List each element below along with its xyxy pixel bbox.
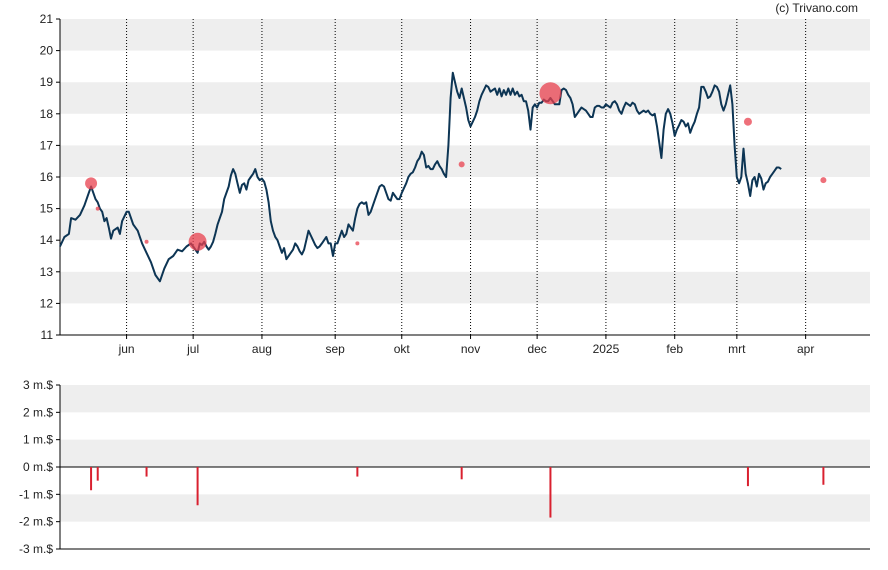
volume-band	[60, 439, 870, 467]
month-tick-label: sep	[325, 342, 345, 356]
volume-tick-label: 0 m.$	[23, 460, 53, 474]
volume-bars	[90, 467, 825, 518]
month-tick-label: aug	[252, 342, 272, 356]
month-tick-label: jun	[118, 342, 135, 356]
price-tick-label: 13	[40, 265, 54, 279]
price-tick-label: 11	[41, 328, 54, 342]
price-band	[60, 19, 870, 51]
price-tick-label: 17	[40, 138, 54, 152]
volume-tick-label: 3 m.$	[23, 378, 53, 392]
month-tick-label: okt	[394, 342, 411, 356]
price-tick-label: 12	[40, 296, 54, 310]
price-line	[59, 71, 782, 283]
price-bands	[60, 19, 870, 304]
price-band	[60, 82, 870, 114]
price-series	[59, 71, 782, 283]
trade-marker	[144, 239, 149, 244]
month-tick-label: nov	[461, 342, 480, 356]
price-tick-label: 14	[40, 233, 54, 247]
month-tick-label: mrt	[728, 342, 746, 356]
trade-marker	[820, 177, 827, 184]
volume-band	[60, 494, 870, 522]
trade-marker	[85, 177, 98, 190]
trade-markers	[85, 82, 827, 251]
volume-tick-label: 1 m.$	[23, 433, 53, 447]
price-band	[60, 145, 870, 177]
price-tick-label: 18	[40, 107, 54, 121]
month-tick-label: dec	[527, 342, 546, 356]
volume-band	[60, 385, 870, 413]
month-tick-label: feb	[666, 342, 683, 356]
month-tick-label: jul	[186, 342, 199, 356]
price-y-ticks: 11 12 13 14 15 16 17 18 19 20 21	[40, 12, 60, 342]
volume-bands	[60, 385, 870, 522]
price-band	[60, 208, 870, 241]
volume-tick-label: -3 m.$	[19, 542, 53, 556]
month-tick-label: 2025	[593, 342, 620, 356]
volume-tick-label: 2 m.$	[23, 405, 53, 419]
trade-marker	[355, 241, 360, 246]
price-tick-label: 19	[40, 75, 54, 89]
trade-marker	[743, 117, 752, 126]
volume-tick-label: -1 m.$	[19, 487, 53, 501]
trade-marker	[95, 206, 100, 211]
volume-tick-label: -2 m.$	[19, 515, 53, 529]
price-tick-label: 16	[40, 170, 54, 184]
trade-marker	[458, 161, 465, 168]
credit-text: (c) Trivano.com	[775, 1, 858, 15]
price-tick-label: 15	[40, 202, 54, 216]
price-tick-label: 21	[40, 12, 54, 26]
month-ticks: jun jul aug sep okt nov dec 2025 feb mrt apr	[118, 335, 814, 356]
month-tick-label: apr	[797, 342, 814, 356]
price-tick-label: 20	[40, 44, 54, 58]
trade-marker	[188, 232, 207, 251]
volume-y-ticks: 3 m.$ 2 m.$ 1 m.$ 0 m.$ -1 m.$ -2 m.$ -3 m.$	[19, 378, 60, 556]
trade-marker	[539, 82, 562, 105]
price-band	[60, 271, 870, 304]
